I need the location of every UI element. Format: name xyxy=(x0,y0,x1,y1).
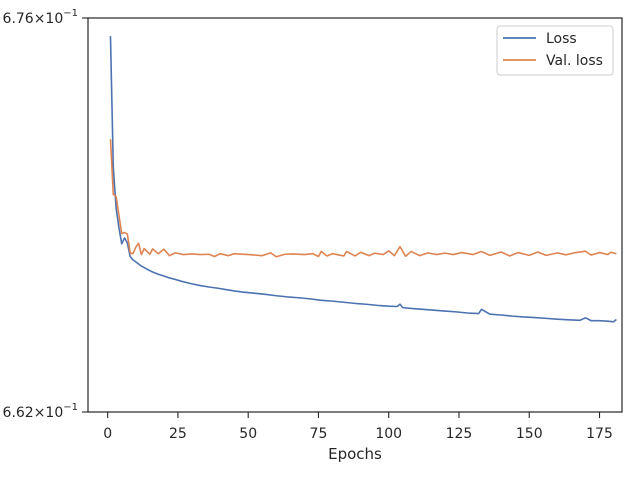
x-axis-label: Epochs xyxy=(328,445,382,463)
series-layer xyxy=(109,36,617,323)
x-tick-label: 0 xyxy=(103,426,112,442)
series-line-loss xyxy=(109,36,617,323)
x-axis: 0 25 50 75 100 125 150 175 xyxy=(103,412,613,442)
x-tick-label: 125 xyxy=(446,426,473,442)
legend: Loss Val. loss xyxy=(496,25,614,76)
y-axis: 6.76×10−1 6.62×10−1 xyxy=(3,8,88,421)
x-tick-label: 75 xyxy=(310,426,328,442)
x-tick-label: 25 xyxy=(169,426,187,442)
series-line-val-loss xyxy=(109,139,617,258)
y-tick-label: 6.62×10−1 xyxy=(3,402,78,421)
x-tick-label: 175 xyxy=(586,426,613,442)
x-tick-label: 150 xyxy=(516,426,543,442)
plot-frame xyxy=(87,17,623,413)
legend-label-val-loss: Val. loss xyxy=(546,53,603,69)
y-tick-label: 6.76×10−1 xyxy=(3,8,78,27)
x-tick-label: 50 xyxy=(239,426,257,442)
legend-label-loss: Loss xyxy=(546,31,577,47)
x-tick-label: 100 xyxy=(375,426,402,442)
